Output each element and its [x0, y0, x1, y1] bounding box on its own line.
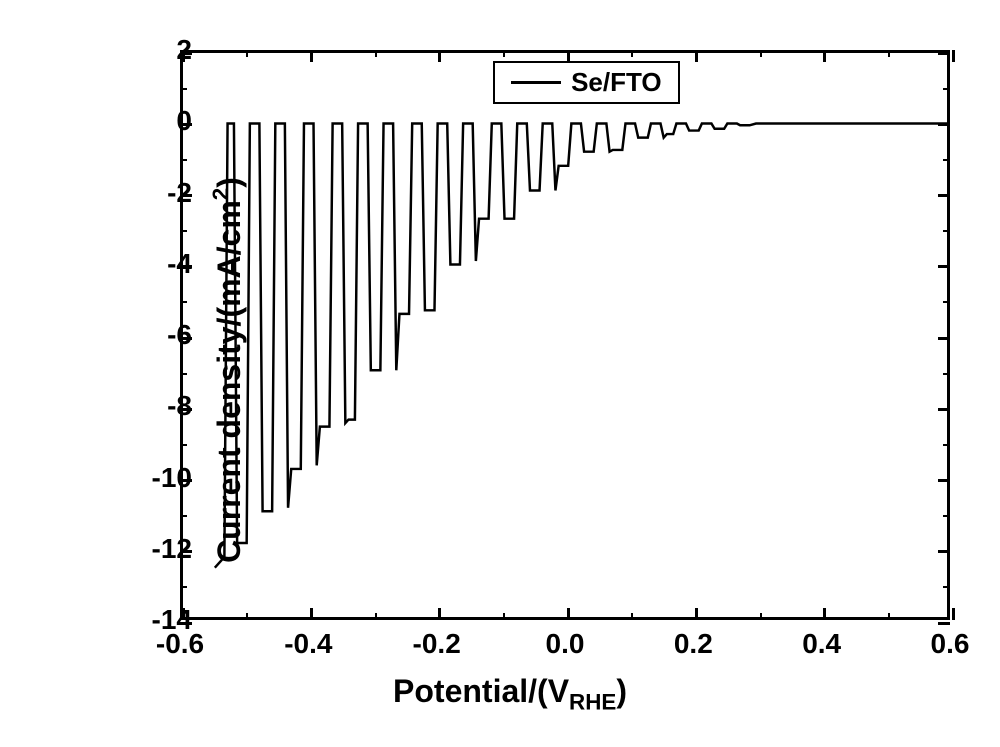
x-tick-label: 0.6 [931, 628, 970, 660]
y-tick [938, 194, 950, 197]
y-tick-minor [180, 159, 187, 161]
x-tick-minor [631, 613, 633, 620]
x-tick [438, 608, 441, 620]
x-tick-minor [375, 50, 377, 57]
y-tick-minor [180, 88, 187, 90]
y-tick-minor [943, 159, 950, 161]
x-tick [823, 608, 826, 620]
x-tick [695, 50, 698, 62]
chart-container: Se/FTO Current density/(mA/cm2) Potentia… [50, 20, 970, 720]
x-tick-label: 0.2 [674, 628, 713, 660]
y-tick-minor [180, 301, 187, 303]
y-tick-label: -6 [167, 319, 192, 351]
y-tick-minor [943, 230, 950, 232]
x-tick-minor [760, 50, 762, 57]
x-tick [567, 608, 570, 620]
y-tick [938, 550, 950, 553]
x-tick [310, 50, 313, 62]
y-tick-label: 2 [176, 34, 192, 66]
x-tick [952, 608, 955, 620]
y-tick-label: -4 [167, 248, 192, 280]
y-axis-label: Current density/(mA/cm2) [208, 177, 248, 563]
x-tick [567, 50, 570, 62]
y-tick-minor [943, 88, 950, 90]
y-tick [938, 123, 950, 126]
x-tick [952, 50, 955, 62]
y-tick-label: -10 [152, 462, 192, 494]
x-tick-minor [760, 613, 762, 620]
plot-area: Se/FTO [180, 50, 950, 620]
x-tick-minor [503, 50, 505, 57]
x-tick-minor [631, 50, 633, 57]
y-tick-label: -8 [167, 390, 192, 422]
y-tick [938, 265, 950, 268]
x-tick [438, 50, 441, 62]
x-tick-label: -0.4 [284, 628, 332, 660]
x-tick-label: -0.6 [156, 628, 204, 660]
y-tick-minor [180, 515, 187, 517]
y-tick-minor [180, 444, 187, 446]
x-tick [695, 608, 698, 620]
x-tick-minor [888, 613, 890, 620]
x-axis-label: Potential/(VRHE) [393, 673, 627, 715]
y-tick-minor [943, 515, 950, 517]
y-tick-minor [180, 230, 187, 232]
y-tick-label: 0 [176, 105, 192, 137]
y-tick-minor [180, 586, 187, 588]
x-tick-label: 0.4 [802, 628, 841, 660]
x-tick-minor [246, 50, 248, 57]
y-tick-minor [943, 373, 950, 375]
x-tick [823, 50, 826, 62]
x-tick-minor [246, 613, 248, 620]
x-tick-minor [375, 613, 377, 620]
y-tick [938, 337, 950, 340]
y-tick [938, 52, 950, 55]
x-tick-minor [888, 50, 890, 57]
y-tick [938, 622, 950, 625]
y-tick-minor [943, 444, 950, 446]
y-tick [938, 479, 950, 482]
y-tick-label: -2 [167, 177, 192, 209]
x-tick-label: 0.0 [546, 628, 585, 660]
x-tick-minor [503, 613, 505, 620]
y-tick-minor [180, 373, 187, 375]
y-tick-minor [943, 586, 950, 588]
y-tick [938, 408, 950, 411]
x-tick-label: -0.2 [413, 628, 461, 660]
x-tick [310, 608, 313, 620]
y-tick-label: -12 [152, 533, 192, 565]
data-line [183, 53, 947, 617]
y-tick-minor [943, 301, 950, 303]
